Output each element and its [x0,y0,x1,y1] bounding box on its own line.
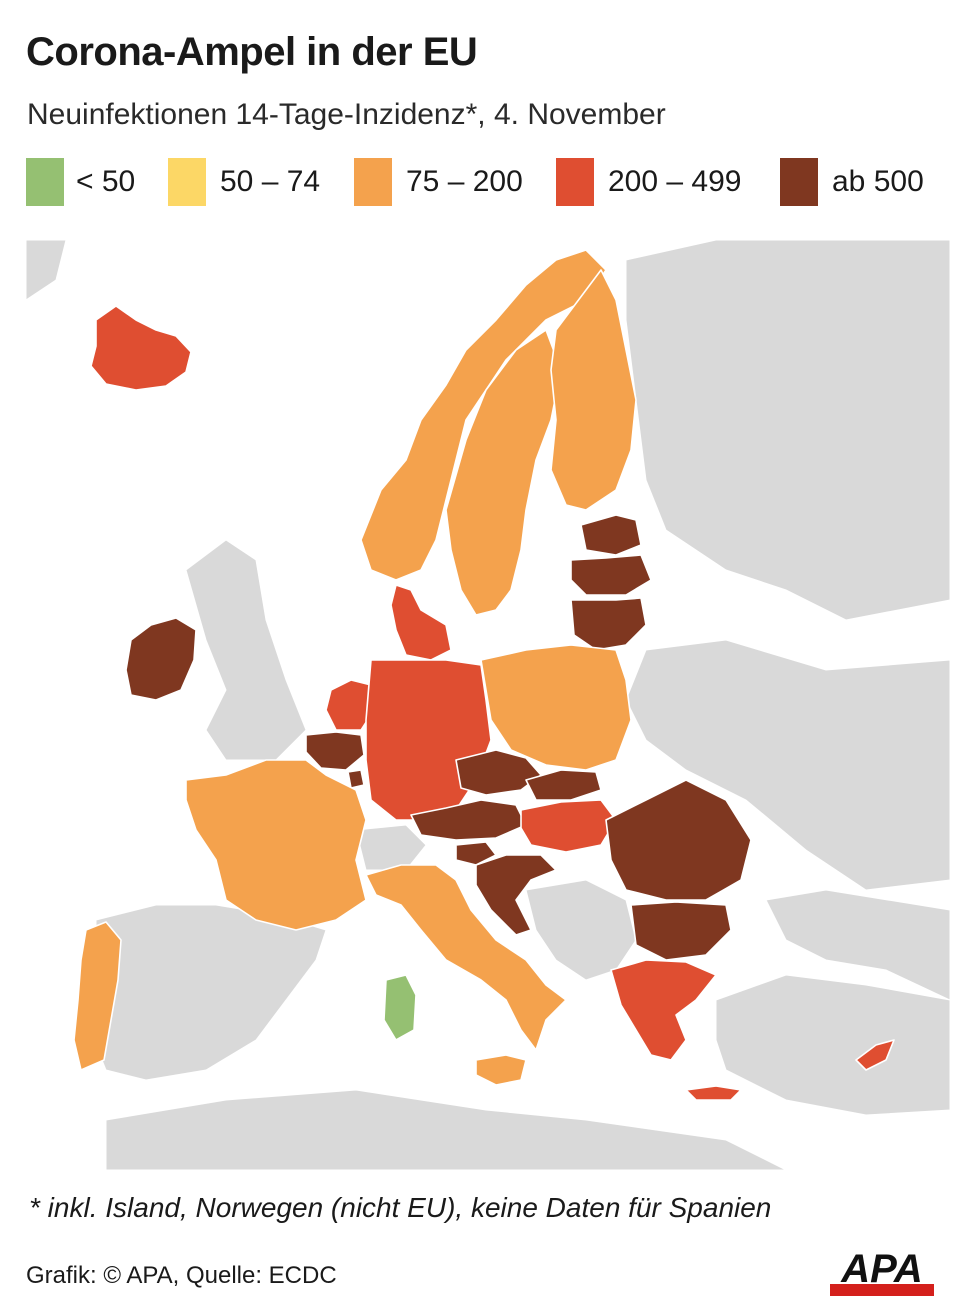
region-greece [610,959,717,1061]
region-france [185,759,367,931]
legend-swatch-50-74 [168,158,206,206]
region-ireland [125,617,197,701]
region-denmark [390,584,452,661]
land-russia-north [625,240,950,621]
region-poland [480,644,632,771]
region-norway [360,249,607,581]
legend-label-under-50: < 50 [76,165,136,198]
legend-label-75-200: 75 – 200 [406,165,523,198]
apa-logo: APA [830,1247,934,1296]
region-luxembourg [347,769,365,789]
legend: < 50 50 – 74 75 – 200 200 – 499 ab 500 [26,158,938,206]
region-estonia [580,514,642,556]
legend-swatch-75-200 [354,158,392,206]
region-belgium [305,731,365,771]
land-north-africa [105,1089,787,1170]
region-sardinia [383,974,417,1041]
map-title: Corona-Ampel in der EU [26,30,478,74]
region-portugal [73,921,122,1071]
legend-swatch-200-499 [556,158,594,206]
region-crete [685,1085,742,1101]
europe-map [26,240,950,1170]
source-credit: Grafik: © APA, Quelle: ECDC [26,1262,337,1289]
land-switzerland [355,824,427,871]
region-lithuania [570,597,647,651]
map-subtitle: Neuinfektionen 14-Tage-Inzidenz*, 4. Nov… [27,98,666,131]
region-bulgaria [630,901,732,961]
region-iceland [90,305,192,391]
land-black-sea-region [765,889,950,1001]
region-italy [365,864,567,1051]
region-romania [605,779,752,901]
region-cyprus [855,1039,895,1071]
region-croatia [475,854,557,936]
footnote: * inkl. Island, Norwegen (nicht EU), kei… [29,1192,772,1223]
apa-logo-text: APA [840,1247,922,1291]
legend-swatch-ab-500 [780,158,818,206]
land-uk [185,539,307,761]
legend-label-50-74: 50 – 74 [220,165,321,198]
apa-logo-bar [830,1284,934,1296]
land-belarus-ukraine [625,639,950,891]
region-slovakia [525,769,602,801]
region-sicily [475,1054,527,1086]
legend-label-ab-500: ab 500 [832,165,924,198]
legend-swatch-under-50 [26,158,64,206]
legend-label-200-499: 200 – 499 [608,165,742,198]
region-slovenia [455,841,497,866]
region-sweden [445,329,562,616]
region-hungary [520,799,617,853]
land-turkey [715,974,950,1116]
land-greenland-edge [26,240,67,301]
region-latvia [570,554,652,596]
map-regions [73,249,895,1101]
non-eu-land [26,240,950,1170]
region-finland [550,269,637,511]
